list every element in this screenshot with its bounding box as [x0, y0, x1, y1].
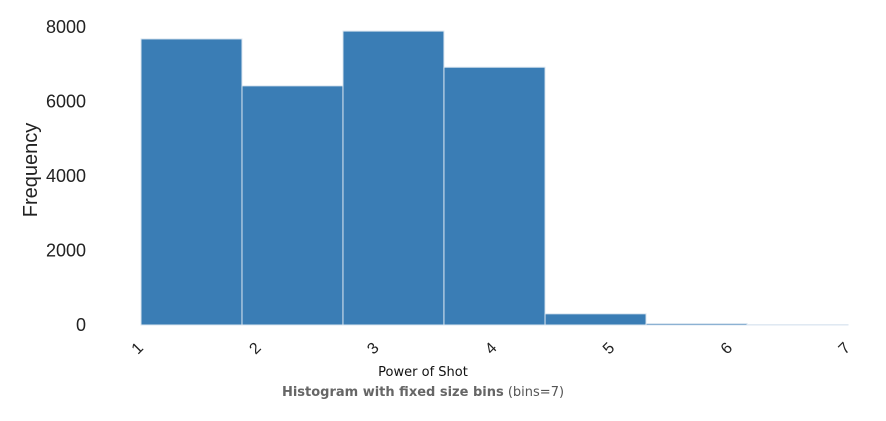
x-tick-label: 6: [718, 340, 736, 358]
x-tick-label: 7: [836, 340, 854, 358]
histogram-bar: [544, 313, 647, 326]
y-tick-label: 0: [76, 315, 86, 335]
y-tick-label: 4000: [46, 166, 86, 186]
histogram-bar: [140, 38, 243, 326]
x-axis: 1 2 3 4 5 6 7: [129, 340, 854, 358]
x-tick-label: 2: [246, 340, 264, 358]
chart-caption: Histogram with fixed size bins (bins=7): [0, 385, 866, 400]
x-tick-label: 1: [129, 340, 147, 358]
y-tick-label: 2000: [46, 241, 86, 261]
bars-group: [140, 30, 849, 326]
x-tick-label: 3: [364, 340, 382, 358]
y-axis-label: Frequency: [20, 123, 42, 218]
histogram-bar: [645, 323, 748, 326]
chart-title: Histogram with fixed size bins: [281, 385, 504, 400]
y-axis: 0 2000 4000 6000 8000: [46, 17, 86, 335]
histogram-bar: [342, 30, 445, 326]
x-tick-label: 4: [482, 340, 500, 358]
histogram-bar: [443, 66, 546, 326]
chart-subtitle: (bins=7): [507, 385, 565, 400]
x-axis-label: Power of Shot: [378, 365, 468, 380]
x-tick-label: 5: [600, 340, 618, 358]
y-tick-label: 6000: [46, 92, 86, 112]
y-tick-label: 8000: [46, 17, 86, 37]
histogram-bar: [241, 85, 344, 326]
